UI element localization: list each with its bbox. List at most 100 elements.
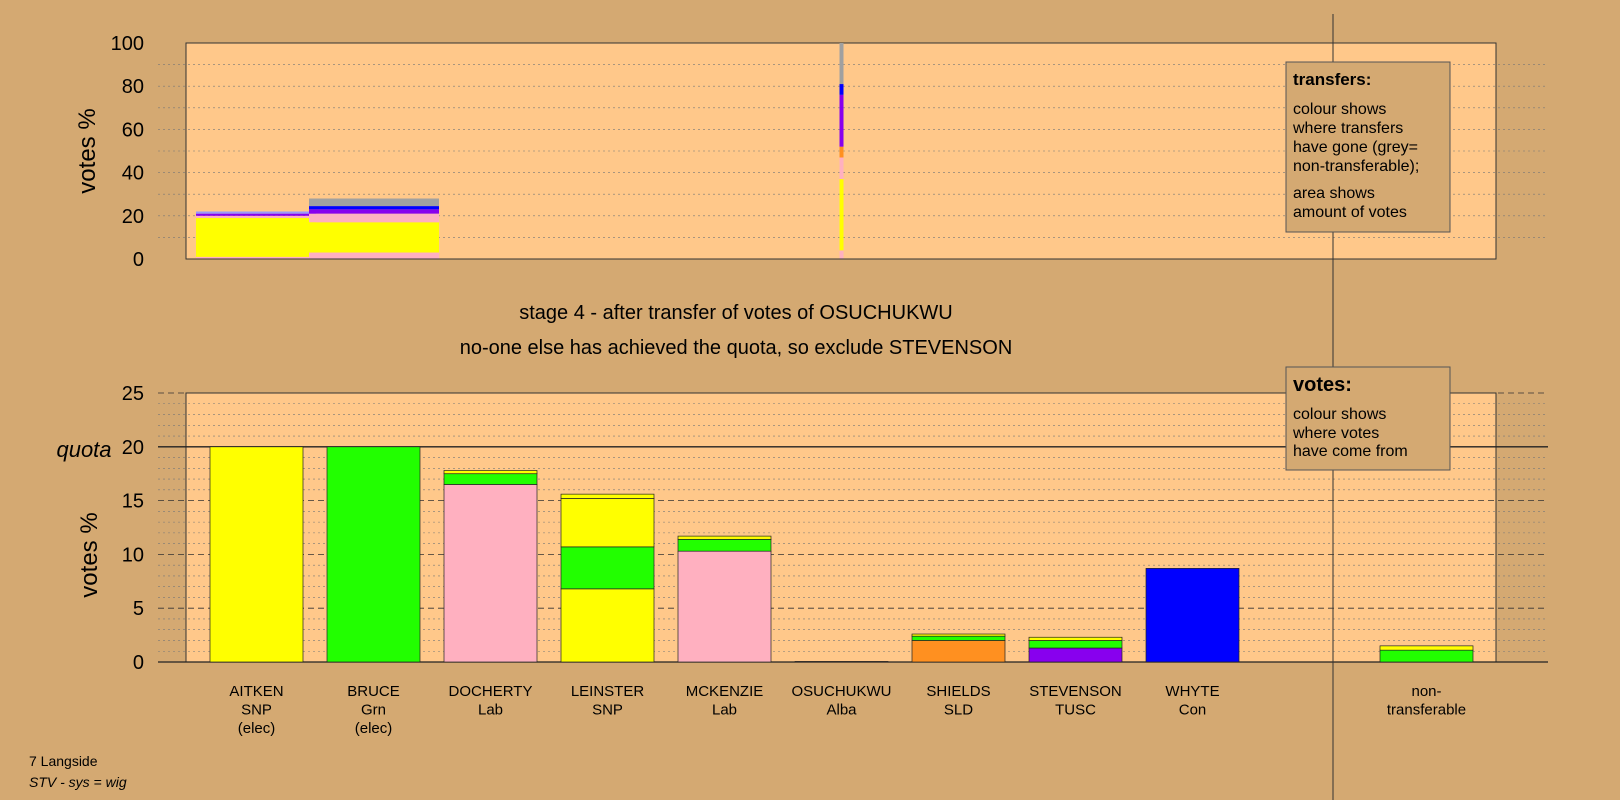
votes-legend-line: colour shows xyxy=(1293,406,1386,423)
transfers-y-tick-label: 0 xyxy=(133,249,144,271)
bar-stevenson-segment xyxy=(1028,640,1123,649)
candidate-status: (elec) xyxy=(238,720,276,737)
transfers-legend-line: have gone (grey= xyxy=(1293,139,1418,156)
candidate-party: SNP xyxy=(592,702,623,719)
transfer-block-aitken-segment xyxy=(196,217,316,257)
bar-nontransferable-segment xyxy=(1379,649,1474,663)
bar-leinster-segment xyxy=(560,546,655,590)
candidate-party: Lab xyxy=(478,702,503,719)
transfer-block-aitken-segment xyxy=(196,215,316,218)
bar-nontransferable-segment xyxy=(1379,645,1474,651)
bar-shields-segment xyxy=(911,633,1006,637)
ward-name: 7 Langside xyxy=(29,753,98,769)
transfers-y-tick-label: 40 xyxy=(122,163,144,185)
votes-y-axis-label: votes % xyxy=(76,512,103,597)
votes-y-tick-label: 10 xyxy=(122,544,144,566)
transfer-block-bruce-segment xyxy=(309,252,439,259)
bar-leinster-segment xyxy=(560,493,655,499)
transfers-legend-title: transfers: xyxy=(1293,70,1371,89)
action-title: no-one else has achieved the quota, so e… xyxy=(460,337,1013,359)
bar-docherty-segment xyxy=(443,470,538,475)
nontransferable-label: non- xyxy=(1411,683,1441,700)
candidate-name: LEINSTER xyxy=(571,683,645,700)
bar-whyte-segment xyxy=(1145,568,1240,663)
bar-shields-segment xyxy=(911,635,1006,641)
transfer-line-osuchukwu-segment xyxy=(839,166,844,180)
transfer-block-aitken-segment xyxy=(196,211,316,214)
transfer-line-osuchukwu-segment xyxy=(839,84,844,95)
candidate-party: SLD xyxy=(944,702,973,719)
candidate-party: SNP xyxy=(241,702,272,719)
bar-bruce-segment xyxy=(326,446,421,663)
candidate-party: Con xyxy=(1179,702,1207,719)
transfer-block-bruce-segment xyxy=(309,213,439,223)
votes-y-tick-label: 5 xyxy=(133,598,144,620)
transfers-legend-line: colour shows xyxy=(1293,101,1386,118)
transfer-block-bruce-segment xyxy=(309,222,439,253)
candidate-name: WHYTE xyxy=(1165,683,1219,700)
bar-leinster-segment xyxy=(560,498,655,548)
transfer-line-osuchukwu-segment xyxy=(839,250,844,259)
candidate-party: Grn xyxy=(361,702,386,719)
votes-bars xyxy=(209,446,1474,663)
votes-y-tick-label: 15 xyxy=(122,491,144,513)
system-label: STV - sys = wig xyxy=(29,774,127,790)
transfer-line-osuchukwu-segment xyxy=(839,157,844,167)
transfer-block-bruce-segment xyxy=(309,198,439,207)
candidate-name: AITKEN xyxy=(229,683,283,700)
transfers-legend-line: where transfers xyxy=(1292,120,1403,137)
stage-title: stage 4 - after transfer of votes of OSU… xyxy=(519,302,952,324)
candidate-party: Lab xyxy=(712,702,737,719)
transfer-line-osuchukwu-segment xyxy=(839,94,844,147)
bar-mckenzie-segment xyxy=(677,550,772,663)
transfer-block-aitken-segment xyxy=(196,213,316,216)
votes-legend: votes: colour shows where votes have com… xyxy=(1285,366,1451,471)
votes-y-tick-label: 0 xyxy=(133,652,144,674)
bar-mckenzie-segment xyxy=(677,535,772,540)
transfers-y-tick-label: 80 xyxy=(122,76,144,98)
votes-legend-line: where votes xyxy=(1292,425,1379,442)
transfer-line-osuchukwu-segment xyxy=(839,146,844,158)
transfers-y-tick-label: 60 xyxy=(122,119,144,141)
votes-y-tick-label: 25 xyxy=(122,383,144,405)
candidate-name: SHIELDS xyxy=(926,683,990,700)
bar-leinster-segment xyxy=(560,588,655,663)
quota-label: quota xyxy=(56,437,111,462)
bar-shields-segment xyxy=(911,640,1006,663)
votes-y-tick-label: 20 xyxy=(122,437,144,459)
transfer-block-bruce-segment xyxy=(309,209,439,214)
votes-y-ticks: 0 5 10 15 20 25 xyxy=(122,383,144,674)
nontransferable-label: transferable xyxy=(1387,702,1466,719)
bar-osuchukwu-segment xyxy=(794,661,889,663)
bar-docherty-segment xyxy=(443,473,538,485)
transfer-line-osuchukwu-segment xyxy=(839,43,844,85)
bar-docherty-segment xyxy=(443,484,538,663)
candidate-party: Alba xyxy=(826,702,857,719)
transfers-y-axis-label: votes % xyxy=(74,108,101,193)
candidate-name: OSUCHUKWU xyxy=(792,683,892,700)
votes-legend-line: have come from xyxy=(1293,443,1408,460)
transfer-block-aitken-segment xyxy=(196,256,316,259)
candidate-name: STEVENSON xyxy=(1029,683,1122,700)
votes-legend-title: votes: xyxy=(1293,374,1352,396)
candidate-name: MCKENZIE xyxy=(686,683,764,700)
transfer-line-osuchukwu-segment xyxy=(839,179,844,251)
candidate-status: (elec) xyxy=(355,720,393,737)
bar-stevenson-segment xyxy=(1028,647,1123,663)
bar-aitken-segment xyxy=(209,446,304,663)
transfer-block-bruce-segment xyxy=(309,206,439,210)
candidate-name: DOCHERTY xyxy=(449,683,533,700)
bar-stevenson-segment xyxy=(1028,636,1123,641)
transfers-legend-line: area shows xyxy=(1293,185,1375,202)
candidate-name: BRUCE xyxy=(347,683,400,700)
transfers-y-tick-label: 20 xyxy=(122,206,144,228)
transfers-legend-line: amount of votes xyxy=(1293,204,1407,221)
transfers-bars xyxy=(186,43,1496,260)
transfers-y-tick-label: 100 xyxy=(111,33,144,55)
candidate-party: TUSC xyxy=(1055,702,1096,719)
transfers-legend: transfers: colour shows where transfers … xyxy=(1285,61,1451,233)
candidate-labels: AITKENSNP(elec)BRUCEGrn(elec)DOCHERTYLab… xyxy=(229,683,1466,737)
transfers-y-ticks: 0 20 40 60 80 100 xyxy=(111,33,144,271)
bar-mckenzie-segment xyxy=(677,538,772,552)
